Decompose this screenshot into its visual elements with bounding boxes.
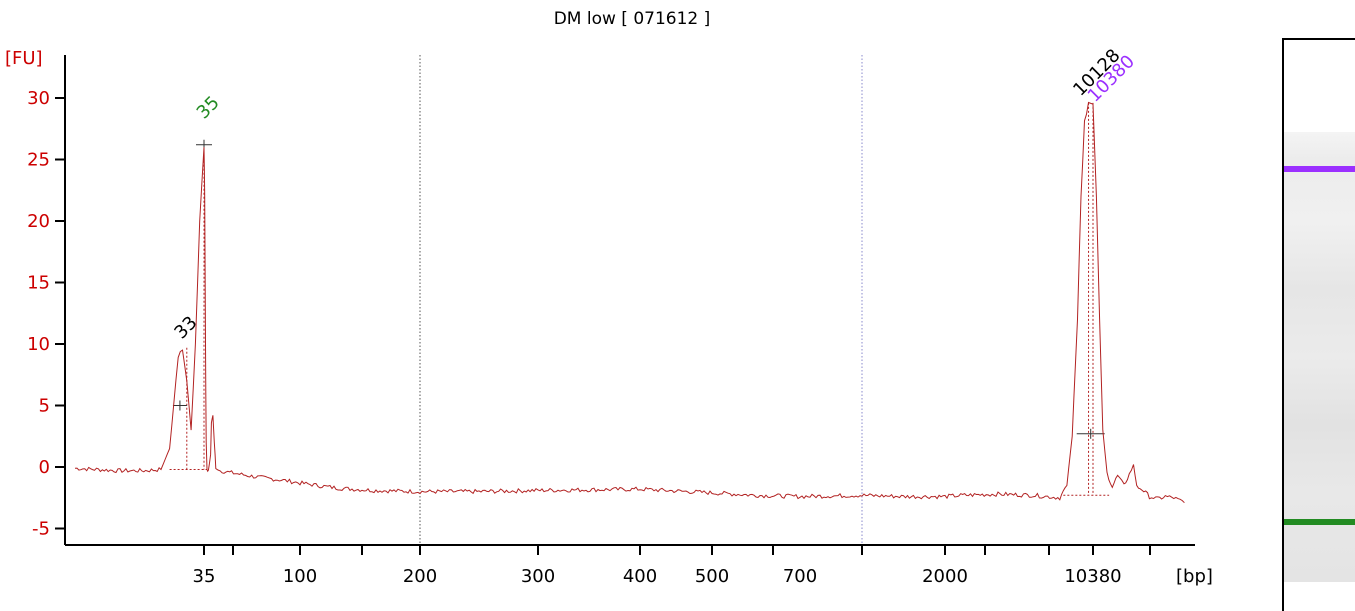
gel-image-panel — [1282, 38, 1355, 611]
trace-series — [74, 101, 1185, 504]
lower-marker-band — [1284, 519, 1355, 525]
x-tick-label: 500 — [695, 566, 729, 587]
x-tick-label: 35 — [193, 566, 216, 587]
peak-label: 33 — [170, 312, 201, 343]
chart-title: DM low [ 071612 ] — [554, 9, 711, 29]
x-tick-label: 700 — [783, 566, 817, 587]
y-tick-label: 5 — [39, 396, 50, 417]
y-tick-label: 15 — [27, 273, 50, 294]
y-tick-label: -5 — [32, 519, 50, 540]
x-tick-label: 10380 — [1064, 566, 1121, 587]
x-tick-label: 2000 — [922, 566, 968, 587]
y-axis-label: [FU] — [5, 48, 43, 69]
trace-line — [74, 101, 1185, 504]
gel-lane — [1284, 132, 1355, 582]
upper-marker-band — [1284, 166, 1355, 172]
y-tick-label: 30 — [27, 88, 50, 109]
y-ticks: -5 0 5 10 15 20 25 30 — [27, 88, 65, 540]
x-tick-label: 100 — [283, 566, 317, 587]
peak-label: 35 — [193, 92, 224, 123]
x-tick-label: 400 — [623, 566, 657, 587]
x-tick-label: 300 — [521, 566, 555, 587]
x-tick-label: 200 — [403, 566, 437, 587]
y-tick-label: 10 — [27, 334, 50, 355]
dotted-guides — [419, 55, 863, 545]
electropherogram-chart: DM low [ 071612 ] [FU] [bp] -5 0 5 10 15 20 25… — [5, 9, 1213, 587]
y-tick-label: 0 — [39, 457, 50, 478]
y-tick-label: 20 — [27, 211, 50, 232]
peak-markers — [169, 102, 1110, 496]
x-ticks: 35 100 200 300 400 500 700 2000 10380 — [193, 545, 1151, 587]
x-axis-unit-label: [bp] — [1176, 566, 1213, 587]
y-tick-label: 25 — [27, 150, 50, 171]
axes — [64, 55, 1195, 546]
